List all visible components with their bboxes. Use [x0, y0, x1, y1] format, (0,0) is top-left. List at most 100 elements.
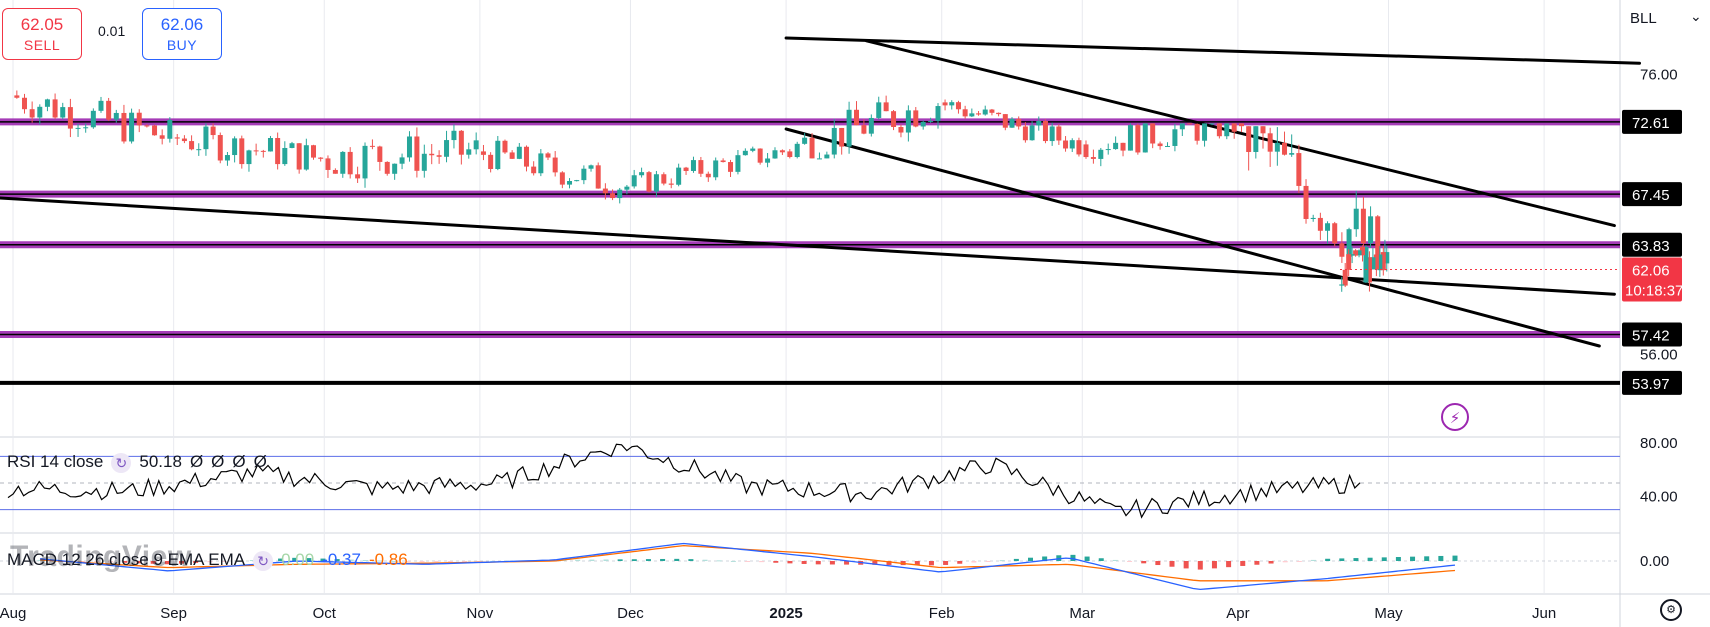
x-tick-label: May	[1374, 605, 1403, 622]
macd-histogram-bar	[1438, 555, 1444, 561]
candle-body	[83, 127, 89, 129]
macd-histogram-bar	[1381, 557, 1387, 561]
candle-body	[1187, 123, 1193, 125]
candle-body	[720, 160, 726, 163]
x-tick-label: Apr	[1226, 605, 1249, 622]
rsi-label: RSI 14 close	[7, 452, 104, 471]
candle-body	[913, 110, 919, 127]
macd-histogram-bar	[122, 561, 128, 563]
macd-histogram-bar	[716, 560, 722, 562]
candle-body	[1325, 223, 1331, 231]
macd-histogram-bar	[660, 558, 666, 561]
candle-body	[962, 109, 968, 117]
candle-body	[661, 174, 667, 184]
candle-body	[668, 183, 674, 185]
candle-body	[523, 146, 529, 167]
macd-histogram-bar	[999, 560, 1005, 562]
candle-body	[976, 113, 982, 115]
candle-body	[831, 127, 837, 155]
candle-body	[765, 158, 771, 163]
macd-histogram-bar	[1084, 556, 1090, 561]
candle-body	[846, 109, 852, 147]
macd-histogram-bar	[1452, 555, 1458, 561]
macd-line	[39, 542, 1456, 591]
macd-histogram-bar	[688, 559, 694, 561]
macd-histogram-bar	[164, 561, 170, 565]
trendline	[864, 39, 1616, 228]
macd-histogram-bar	[292, 557, 298, 561]
macd-histogram-bar	[702, 559, 708, 561]
macd-histogram-bar	[221, 561, 227, 562]
x-tick-label: Oct	[313, 605, 337, 622]
macd-signal-value: -0.86	[368, 550, 408, 569]
candle-body	[1231, 123, 1237, 132]
candle-body	[210, 126, 216, 136]
candle-body	[1083, 144, 1089, 158]
candle-body	[581, 168, 587, 181]
macd-histogram-bar	[773, 561, 779, 563]
refresh-icon[interactable]: ↻	[111, 452, 132, 473]
candle-body	[567, 181, 573, 185]
candle-body	[1375, 216, 1381, 259]
candle-body	[52, 99, 58, 118]
candle-body	[595, 165, 601, 189]
level-price-label-bg	[1622, 370, 1682, 395]
candle-body	[617, 189, 623, 199]
macd-histogram-bar	[306, 558, 312, 561]
x-tick-label: Sep	[160, 605, 187, 622]
macd-histogram-bar	[1042, 556, 1048, 561]
candle-body	[377, 146, 383, 162]
candle-body	[1353, 250, 1359, 256]
macd-histogram-bar	[1211, 561, 1217, 569]
macd-histogram-bar	[886, 561, 892, 565]
macd-histogram-bar	[1311, 559, 1316, 561]
refresh-icon[interactable]: ↻	[253, 550, 274, 571]
candle-body	[1042, 120, 1048, 142]
lightning-icon	[1441, 403, 1469, 431]
ticker-symbol[interactable]: BLL	[1630, 10, 1657, 27]
candle-body	[1224, 123, 1230, 137]
candle-body	[1363, 246, 1369, 283]
candle-body	[495, 140, 501, 170]
candle-body	[713, 160, 719, 178]
candle-body	[602, 188, 608, 194]
macd-legend[interactable]: MACD 12 26 close 9 EMA EMA ↻ 0.00 -0.37 -0.8…	[7, 550, 416, 571]
level-price-label: 63.83	[1632, 238, 1670, 255]
buy-button[interactable]: 62.06 BUY	[142, 8, 222, 60]
candle-body	[458, 130, 464, 155]
candle-body	[60, 107, 66, 118]
macd-histogram-bar	[957, 561, 963, 564]
macd-histogram-bar	[476, 561, 482, 562]
macd-histogram-bar	[1226, 561, 1232, 568]
macd-histogram-bar	[1028, 557, 1033, 561]
macd-histogram-bar	[1395, 557, 1401, 561]
macd-histogram-bar	[787, 561, 793, 564]
level-price-label: 57.42	[1632, 328, 1670, 345]
candle-body	[1029, 125, 1035, 141]
candle-body	[1260, 126, 1266, 134]
candle-body	[698, 160, 704, 174]
macd-histogram-bar	[1141, 561, 1147, 564]
candle-body	[106, 100, 112, 120]
candle-body	[898, 127, 904, 133]
current-price-label: 62.06	[1632, 263, 1670, 280]
settings-icon[interactable]: ⚙	[1660, 599, 1682, 621]
rsi-legend[interactable]: RSI 14 close ↻ 50.18 Ø Ø Ø Ø	[7, 452, 275, 473]
candle-body	[1113, 142, 1119, 150]
candle-body	[982, 109, 988, 115]
chevron-down-icon[interactable]: ⌄	[1690, 8, 1702, 24]
candle-body	[1142, 123, 1148, 153]
candle-body	[1360, 246, 1366, 256]
macd-histogram-bar	[1339, 558, 1345, 561]
sell-button[interactable]: 62.05 SELL	[2, 8, 82, 60]
candle-body	[260, 150, 266, 152]
candle-body	[1303, 185, 1309, 219]
candle-body	[1238, 123, 1244, 127]
candle-body	[1282, 142, 1288, 155]
macd-histogram-bar	[617, 559, 623, 561]
x-tick-label: Feb	[929, 605, 955, 622]
rsi-extra-1: Ø	[189, 452, 204, 471]
candle-body	[816, 158, 822, 160]
candle-body	[779, 150, 785, 153]
